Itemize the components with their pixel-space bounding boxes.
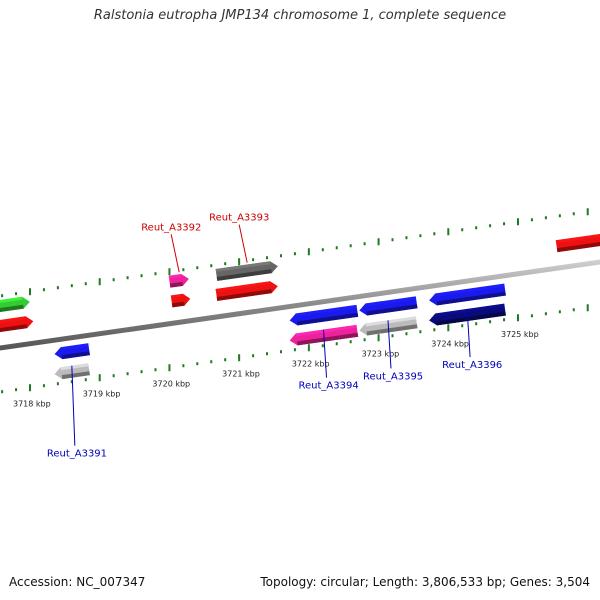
gene-label-reut_a3394[interactable]: Reut_A3394	[298, 381, 358, 392]
gene-arrow-highlight	[435, 283, 505, 297]
gene-label-leader	[387, 320, 392, 369]
scale-tick-label: 3723 kbp	[362, 350, 400, 359]
chromosome-backbone	[0, 259, 600, 351]
gene-arrow-highlight	[0, 296, 23, 304]
gene-g-a3396-blue[interactable]	[428, 283, 506, 307]
scale-tick-label: 3722 kbp	[292, 360, 330, 369]
gene-arrow-highlight	[295, 304, 357, 317]
scale-tick-label: 3719 kbp	[83, 390, 121, 399]
gene-arrow-shadow	[556, 241, 600, 253]
gene-arrow-highlight	[435, 303, 505, 317]
gene-arrow-shadow	[296, 312, 359, 326]
gene-arrow-shadow	[61, 371, 90, 380]
gene-arrow-highlight	[170, 293, 184, 299]
gene-arrow-shadow	[366, 324, 418, 336]
gene-label-leader	[71, 365, 76, 446]
gene-arrow-highlight	[215, 261, 271, 273]
gene-arrow-highlight	[0, 316, 26, 324]
gene-g-a3391-blue[interactable]	[54, 343, 90, 360]
gene-label-leader	[466, 309, 471, 358]
gene-label-leader	[238, 224, 248, 263]
gene-arrow-shadow	[169, 281, 183, 288]
genome-summary-text: Topology: circular; Length: 3,806,533 bp…	[260, 575, 590, 589]
gene-arrow-highlight	[215, 281, 271, 293]
gene-label-leader	[170, 234, 180, 273]
gene-arrow-highlight	[365, 296, 417, 307]
gene-label-reut_a3393[interactable]: Reut_A3393	[209, 213, 269, 224]
gene-arrow-shadow	[61, 351, 90, 360]
scale-tick-label: 3721 kbp	[222, 370, 260, 379]
gene-arrow-shadow	[0, 304, 24, 313]
gene-arrow-shadow	[436, 291, 506, 306]
gene-g-a3392-pink[interactable]	[168, 273, 190, 288]
gene-arrow-shadow	[171, 301, 185, 308]
scale-tick-label: 3718 kbp	[13, 400, 51, 409]
gene-arrow-highlight	[555, 233, 600, 244]
gene-g-a3392-red[interactable]	[170, 293, 191, 308]
gene-label-reut_a3391[interactable]: Reut_A3391	[47, 449, 107, 460]
gene-arrow-shadow	[216, 269, 272, 281]
gene-label-reut_a3396[interactable]: Reut_A3396	[442, 360, 502, 371]
gene-g-a3395-blue[interactable]	[358, 296, 418, 316]
scale-tick-label: 3724 kbp	[431, 340, 469, 349]
gene-g-red-left[interactable]	[0, 315, 34, 333]
gene-label-reut_a3395[interactable]: Reut_A3395	[363, 371, 423, 382]
gene-g-green[interactable]	[0, 296, 31, 313]
gene-arrow-shadow	[0, 324, 28, 333]
gene-arrow-shadow	[216, 289, 272, 301]
gene-arrow-shadow	[296, 332, 359, 346]
gene-arrow-highlight	[60, 343, 89, 351]
gene-label-leader	[322, 329, 327, 378]
gene-label-reut_a3392[interactable]: Reut_A3392	[141, 222, 201, 233]
gene-g-a3393-gray[interactable]	[215, 260, 279, 281]
gene-arrow-shadow	[436, 311, 506, 326]
gene-g-red-right[interactable]	[555, 233, 600, 253]
gene-arrow-highlight	[365, 316, 417, 327]
gene-arrow-highlight	[168, 273, 182, 279]
gene-arrow-highlight	[295, 324, 357, 337]
gene-arrow-highlight	[60, 363, 89, 371]
map-title: Ralstonia eutropha JMP134 chromosome 1, …	[93, 8, 507, 23]
scale-tick-label: 3720 kbp	[152, 380, 190, 389]
gene-g-a3394-blue[interactable]	[289, 304, 359, 327]
gene-arrow-shadow	[366, 304, 418, 316]
accession-text: Accession: NC_007347	[9, 575, 146, 589]
gene-g-a3393-red[interactable]	[215, 280, 279, 301]
scale-tick-label: 3725 kbp	[501, 330, 539, 339]
